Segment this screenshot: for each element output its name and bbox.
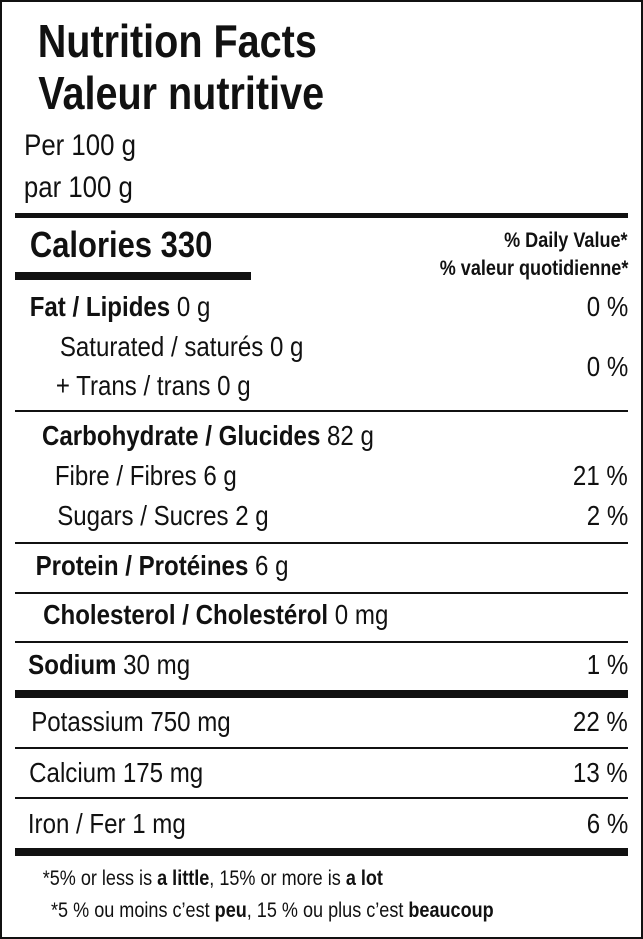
row-potassium: Potassium 750 mg xyxy=(31,706,231,737)
dv-calcium: 13 % xyxy=(573,757,628,788)
row-fibre: Fibre / Fibres 6 g xyxy=(54,460,237,491)
row-cholesterol: Cholesterol / Cholestérol 0 mg xyxy=(43,599,389,630)
dv-potassium: 22 % xyxy=(573,706,628,737)
row-saturated: Saturated / saturés 0 g xyxy=(59,331,304,362)
divider xyxy=(15,542,628,544)
divider-thick xyxy=(15,690,628,698)
title-fr: Valeur nutritive xyxy=(38,67,325,119)
divider xyxy=(15,592,628,594)
title-en: Nutrition Facts xyxy=(37,15,317,67)
dv-sugars: 2 % xyxy=(586,500,628,531)
row-trans: + Trans / trans 0 g xyxy=(55,370,251,401)
calories: Calories 330 xyxy=(29,224,213,265)
serving-en: Per 100 g xyxy=(24,129,136,162)
divider xyxy=(15,641,628,643)
divider xyxy=(15,797,628,799)
row-iron: Iron / Fer 1 mg xyxy=(27,808,186,839)
row-calcium: Calcium 175 mg xyxy=(29,757,204,788)
divider xyxy=(15,410,628,412)
dv-sat-trans: 0 % xyxy=(586,351,628,382)
dv-fibre: 21 % xyxy=(573,460,628,491)
row-sodium: Sodium 30 mg xyxy=(28,649,191,680)
divider-thick xyxy=(15,848,628,856)
row-sugars: Sugars / Sucres 2 g xyxy=(57,500,269,531)
dv-iron: 6 % xyxy=(586,808,628,839)
row-carbohydrate: Carbohydrate / Glucides 82 g xyxy=(42,420,374,451)
daily-value-en: % Daily Value* xyxy=(504,229,628,252)
footnote-fr: *5 % ou moins c’est peu, 15 % ou plus c’… xyxy=(51,899,494,922)
footnote-en: *5% or less is a little, 15% or more is … xyxy=(42,867,383,890)
daily-value-fr: % valeur quotidienne* xyxy=(439,257,628,280)
divider xyxy=(15,747,628,749)
calories-bar xyxy=(15,272,251,280)
row-fat: Fat / Lipides 0 g xyxy=(29,291,211,322)
divider xyxy=(15,213,628,218)
dv-fat: 0 % xyxy=(586,291,628,322)
serving-fr: par 100 g xyxy=(23,171,133,204)
row-protein: Protein / Protéines 6 g xyxy=(35,550,289,581)
dv-sodium: 1 % xyxy=(586,649,628,680)
